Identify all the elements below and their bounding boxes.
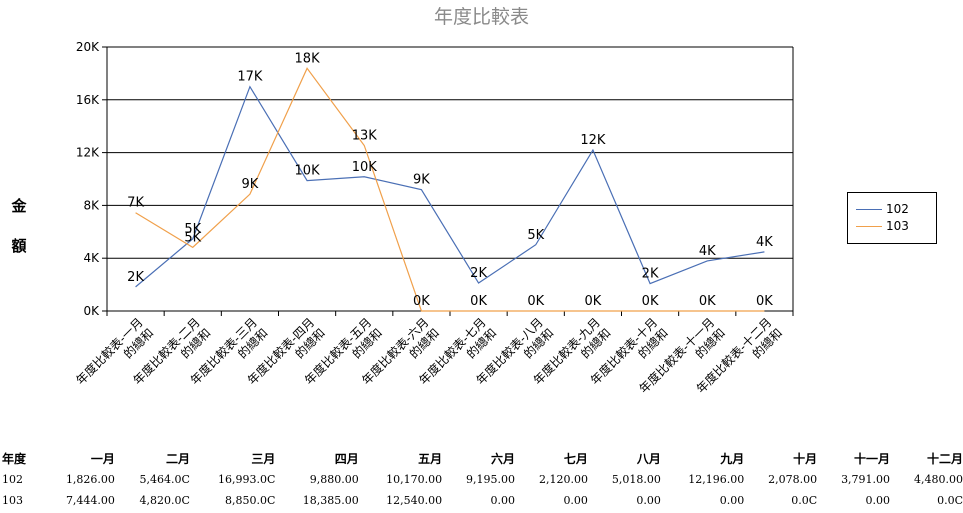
table-cell: 0.00 xyxy=(865,494,891,507)
data-label-103: 0K xyxy=(642,294,659,309)
table-cell: 5,464.0C xyxy=(139,473,190,486)
data-label-102: 2K xyxy=(470,266,487,281)
data-label-102: 2K xyxy=(642,267,659,282)
table-cell: 0.00 xyxy=(563,494,588,507)
legend-swatch-103 xyxy=(856,226,882,227)
data-label-102: 10K xyxy=(352,160,378,175)
table-cell: 10,170.00 xyxy=(386,473,443,486)
data-label-102: 2K xyxy=(127,270,144,285)
table-cell: 9,195.00 xyxy=(466,473,516,486)
data-label-103: 0K xyxy=(756,294,773,309)
table-cell: 12,540.00 xyxy=(386,494,443,507)
y-tick-label: 16K xyxy=(76,93,100,107)
table-header: 十二月 xyxy=(926,452,963,466)
data-label-102: 10K xyxy=(295,164,321,179)
table-cell: 9,880.00 xyxy=(309,473,359,486)
table-cell: 0.00 xyxy=(719,494,745,507)
y-axis-label: 金 額 xyxy=(4,186,34,266)
data-label-102: 5K xyxy=(527,228,544,243)
legend-label-102: 102 xyxy=(886,202,909,216)
data-label-103: 0K xyxy=(585,294,602,309)
y-tick-label: 8K xyxy=(83,198,100,212)
data-label-103: 0K xyxy=(470,294,487,309)
data-label-102: 4K xyxy=(756,235,773,250)
table-row: 103 7,444.00 4,820.0C 8,850.0C 18,385.00… xyxy=(0,490,963,511)
table-header: 年度 xyxy=(2,452,27,466)
table-cell: 2,120.00 xyxy=(538,473,588,486)
data-label-103: 0K xyxy=(699,294,716,309)
table-header: 五月 xyxy=(418,452,443,466)
y-tick-label: 4K xyxy=(83,251,100,265)
line-chart: 0K4K8K12K16K20K年度比較表-一月的總和年度比較表-二月的總和年度比… xyxy=(73,40,794,399)
data-label-103: 0K xyxy=(413,294,430,309)
table-header: 十一月 xyxy=(854,452,891,466)
data-table: 年度 一月 二月 三月 四月 五月 六月 七月 八月 九月 十月 十一月 十二月… xyxy=(0,448,963,511)
data-label-102: 5K xyxy=(184,222,201,237)
y-tick-label: 0K xyxy=(83,304,100,318)
legend-item-102: 102 xyxy=(856,201,931,217)
chart-title: 年度比較表 xyxy=(433,6,529,28)
table-cell: 7,444.00 xyxy=(65,494,115,507)
table-cell: 3,791.00 xyxy=(841,473,891,486)
data-label-102: 12K xyxy=(580,133,606,148)
y-axis-label-char-1: 金 xyxy=(11,197,27,215)
table-header: 一月 xyxy=(90,452,115,466)
table-row: 102 1,826.00 5,464.0C 16,993.0C 9,880.00… xyxy=(0,469,963,490)
table-cell: 0.0C xyxy=(791,494,818,507)
legend-item-103: 103 xyxy=(856,218,931,234)
table-cell: 4,480.00 xyxy=(914,473,963,486)
data-label-103: 9K xyxy=(242,177,259,192)
x-tick-label: 年度比較表-一月的總和 xyxy=(73,315,157,399)
table-cell: 4,820.0C xyxy=(139,494,190,507)
table-header: 八月 xyxy=(636,452,661,466)
table-cell: 0.00 xyxy=(636,494,661,507)
legend-label-103: 103 xyxy=(886,219,909,233)
table-header: 二月 xyxy=(165,452,190,466)
table-cell: 0.0C xyxy=(937,494,963,507)
table-header: 六月 xyxy=(491,452,516,466)
table-header-row: 年度 一月 二月 三月 四月 五月 六月 七月 八月 九月 十月 十一月 十二月 xyxy=(0,448,963,469)
table-header: 九月 xyxy=(720,452,745,466)
data-label-103: 0K xyxy=(527,294,544,309)
table-cell: 8,850.0C xyxy=(225,494,276,507)
table-cell: 103 xyxy=(2,494,23,507)
data-label-103: 18K xyxy=(295,51,321,66)
y-axis-label-char-2: 額 xyxy=(11,237,27,255)
table-header: 七月 xyxy=(563,452,588,466)
series-line-103 xyxy=(135,67,765,312)
table-cell: 0.00 xyxy=(490,494,516,507)
data-label-103: 5K xyxy=(184,230,201,245)
y-tick-label: 12K xyxy=(76,146,100,160)
table-cell: 18,385.00 xyxy=(302,494,359,507)
table-cell: 1,826.00 xyxy=(65,473,115,486)
table-header: 三月 xyxy=(251,452,276,466)
table-cell: 16,993.0C xyxy=(218,473,276,486)
table-cell: 5,018.00 xyxy=(611,473,661,486)
table-cell: 102 xyxy=(2,473,23,486)
series-line-102 xyxy=(135,85,765,288)
y-tick-label: 20K xyxy=(76,40,100,54)
data-label-102: 4K xyxy=(699,244,716,259)
table-header: 十月 xyxy=(793,452,818,466)
table-cell: 12,196.00 xyxy=(688,473,745,486)
data-label-103: 13K xyxy=(352,128,378,143)
data-label-102: 17K xyxy=(237,70,263,85)
legend-swatch-102 xyxy=(856,209,882,210)
table-cell: 2,078.00 xyxy=(768,473,818,486)
data-label-103: 7K xyxy=(127,196,144,211)
table-header: 四月 xyxy=(334,452,359,466)
data-label-102: 9K xyxy=(413,173,430,188)
legend: 102 103 xyxy=(847,192,937,244)
